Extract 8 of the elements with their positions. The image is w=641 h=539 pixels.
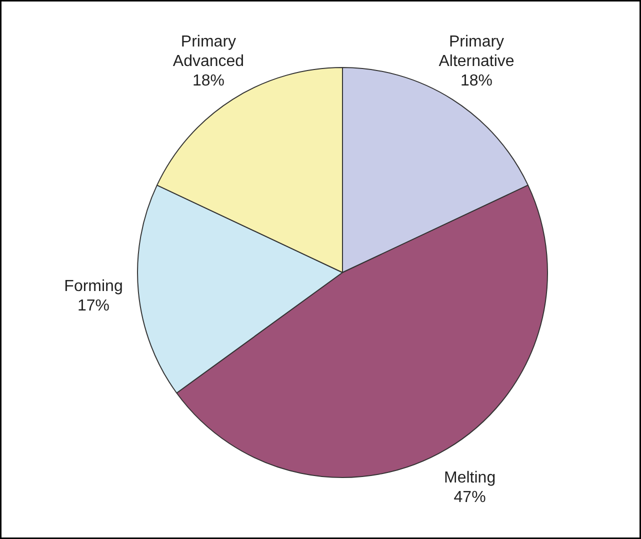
slice-label: Primary Advanced (172, 33, 244, 70)
data-label: 18% (460, 72, 493, 90)
slice-label: Melting (444, 469, 496, 486)
slice-label: Primary Alternative (438, 33, 514, 70)
data-label: 47% (454, 489, 486, 506)
data-label: 18% (192, 72, 225, 90)
data-label: 17% (78, 297, 110, 314)
slice-label: Forming (64, 278, 123, 295)
